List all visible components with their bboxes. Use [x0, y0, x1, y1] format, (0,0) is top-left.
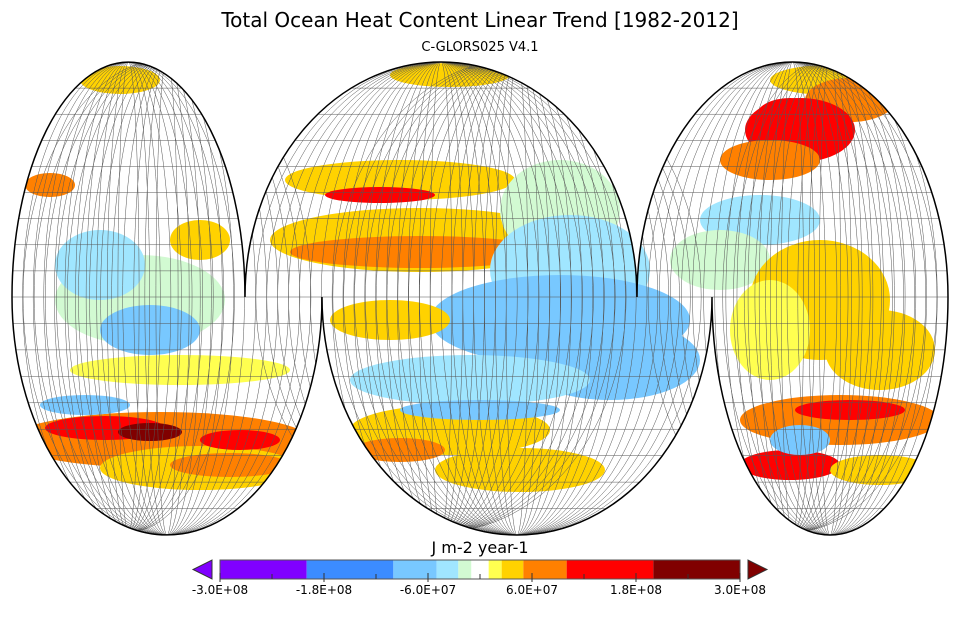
colorbar-segment — [488, 560, 502, 579]
colorbar-under-arrow — [191, 559, 213, 580]
field-patch — [118, 423, 182, 441]
colorbar-tick-label: -6.0E+07 — [400, 583, 456, 597]
colorbar-segment — [393, 560, 437, 579]
colorbar-label: J m-2 year-1 — [430, 538, 528, 557]
colorbar-segment — [523, 560, 567, 579]
field-patch — [55, 230, 145, 300]
colorbar: -3.0E+08 -1.8E+08 -6.0E+07 6.0E+07 1.8E+08 3.… — [191, 559, 769, 597]
chart-title: Total Ocean Heat Content Linear Trend [1… — [221, 8, 739, 32]
field-patch — [770, 425, 830, 455]
field-patch — [70, 355, 290, 385]
colorbar-segment — [471, 560, 489, 579]
field-patch — [830, 455, 930, 485]
field-patch — [330, 300, 450, 340]
field-patch — [40, 395, 130, 415]
colorbar-segment — [566, 560, 654, 579]
field-patch — [350, 355, 590, 405]
field-patch — [100, 305, 200, 355]
colorbar-tick-label: -3.0E+08 — [192, 583, 248, 597]
colorbar-tick-label: 3.0E+08 — [714, 583, 766, 597]
chart-subtitle: C-GLORS025 V4.1 — [421, 40, 539, 55]
colorbar-segment — [501, 560, 524, 579]
colorbar-segment — [653, 560, 740, 579]
colorbar-tick-label: 6.0E+07 — [506, 583, 558, 597]
colorbar-tick-label: -1.8E+08 — [296, 583, 352, 597]
colorbar-segment — [436, 560, 459, 579]
field-patch — [170, 220, 230, 260]
colorbar-over-arrow — [747, 559, 769, 580]
field-patch — [355, 438, 445, 462]
colorbar-segment — [220, 560, 307, 579]
colorbar-segment — [306, 560, 394, 579]
field-patch — [200, 430, 280, 450]
map-outline — [11, 61, 949, 536]
field-patch — [720, 140, 820, 180]
field-patch — [795, 400, 905, 420]
colorbar-tick-label: 1.8E+08 — [610, 583, 662, 597]
field-patch — [730, 280, 810, 380]
colorbar-segment — [458, 560, 472, 579]
